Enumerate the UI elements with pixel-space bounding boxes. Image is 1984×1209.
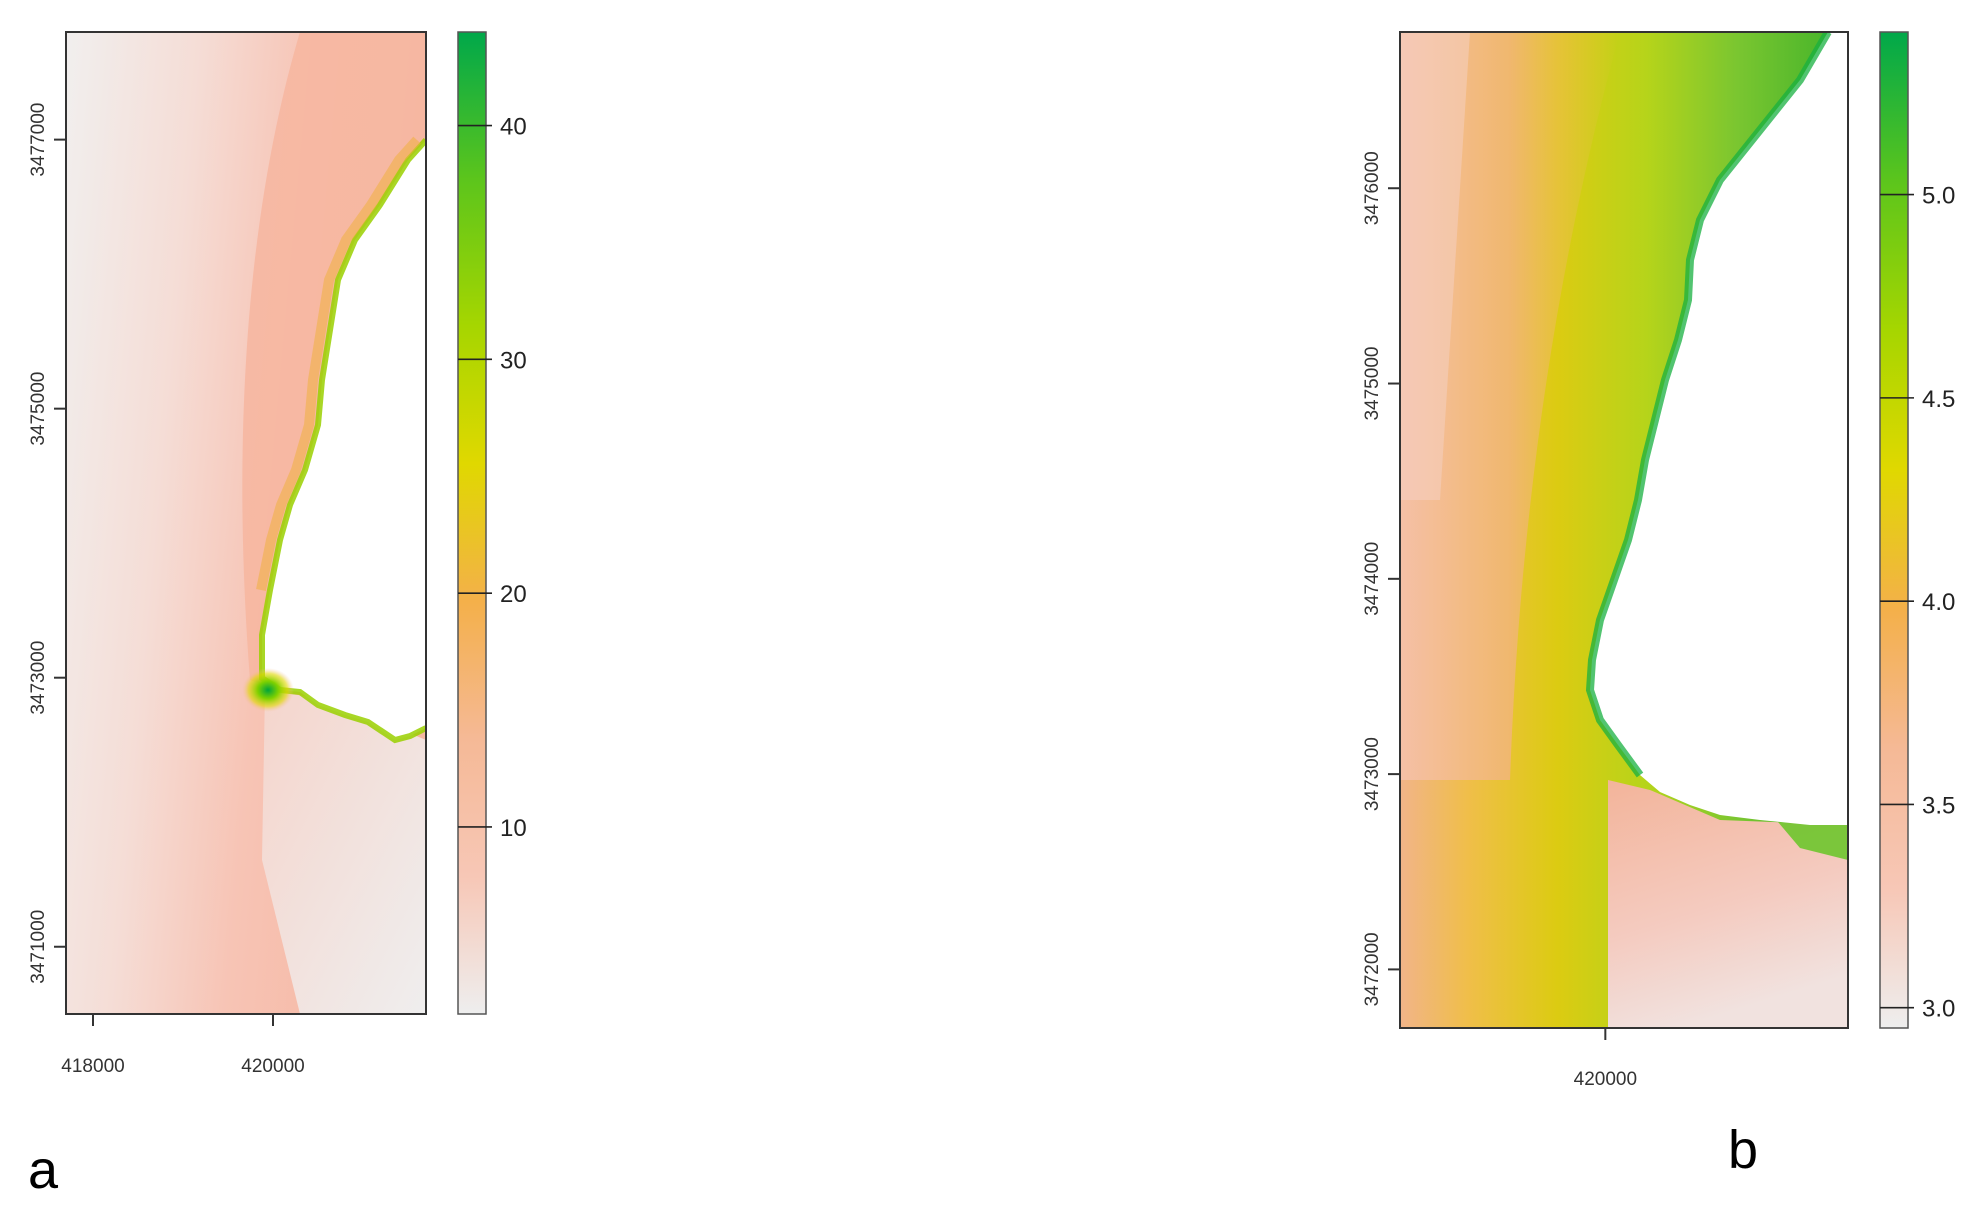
y-tick-label: 3475000 (28, 372, 49, 446)
x-tick-label: 420000 (241, 1056, 304, 1077)
panel-b: 420000 3472000 3473000 3474000 3475000 34760… (1362, 31, 1955, 1180)
y-tick-label: 3476000 (1362, 151, 1383, 225)
panel-b-letter: b (1728, 1120, 1758, 1180)
y-tick-label: 3471000 (28, 910, 49, 984)
panel-a-frame (65, 31, 427, 1015)
colorbar-tick-label: 5.0 (1922, 183, 1955, 210)
colorbar-tick-label: 4.5 (1922, 386, 1955, 413)
x-tick-label: 418000 (61, 1056, 124, 1077)
panel-b-x-axis: 420000 (1574, 1028, 1637, 1090)
panel-b-colorbar-ticks: 3.0 3.5 4.0 4.5 5.0 (1880, 183, 1955, 1023)
panel-b-y-axis: 3472000 3473000 3474000 3475000 3476000 (1362, 151, 1400, 1006)
y-tick-label: 3477000 (28, 103, 49, 177)
panel-a-x-axis: 418000 420000 (61, 1014, 305, 1077)
panel-a-colorbar (457, 31, 487, 1015)
y-tick-label: 3473000 (1362, 737, 1383, 811)
panel-a-raster (66, 32, 426, 1014)
y-tick-label: 3472000 (1362, 932, 1383, 1006)
x-tick-label: 420000 (1574, 1069, 1637, 1090)
y-tick-label: 3475000 (1362, 347, 1383, 421)
panel-b-raster (1400, 32, 1848, 1028)
panel-b-colorbar (1879, 31, 1909, 1029)
panel-a: 418000 420000 3471000 3473000 3475000 347700… (28, 31, 527, 1200)
colorbar-tick-label: 20 (500, 581, 527, 608)
panel-a-y-axis: 3471000 3473000 3475000 3477000 (28, 103, 66, 984)
y-tick-label: 3474000 (1362, 542, 1383, 616)
panel-a-letter: a (28, 1140, 59, 1200)
panel-a-colorbar-ticks: 10 20 30 40 (458, 114, 527, 842)
y-tick-label: 3473000 (28, 641, 49, 715)
colorbar-tick-label: 3.5 (1922, 792, 1955, 819)
colorbar-tick-label: 3.0 (1922, 996, 1955, 1023)
colorbar-tick-label: 10 (500, 815, 527, 842)
colorbar-tick-label: 4.0 (1922, 589, 1955, 616)
colorbar-tick-label: 40 (500, 114, 527, 141)
colorbar-tick-label: 30 (500, 347, 527, 374)
panel-b-frame (1399, 31, 1849, 1029)
